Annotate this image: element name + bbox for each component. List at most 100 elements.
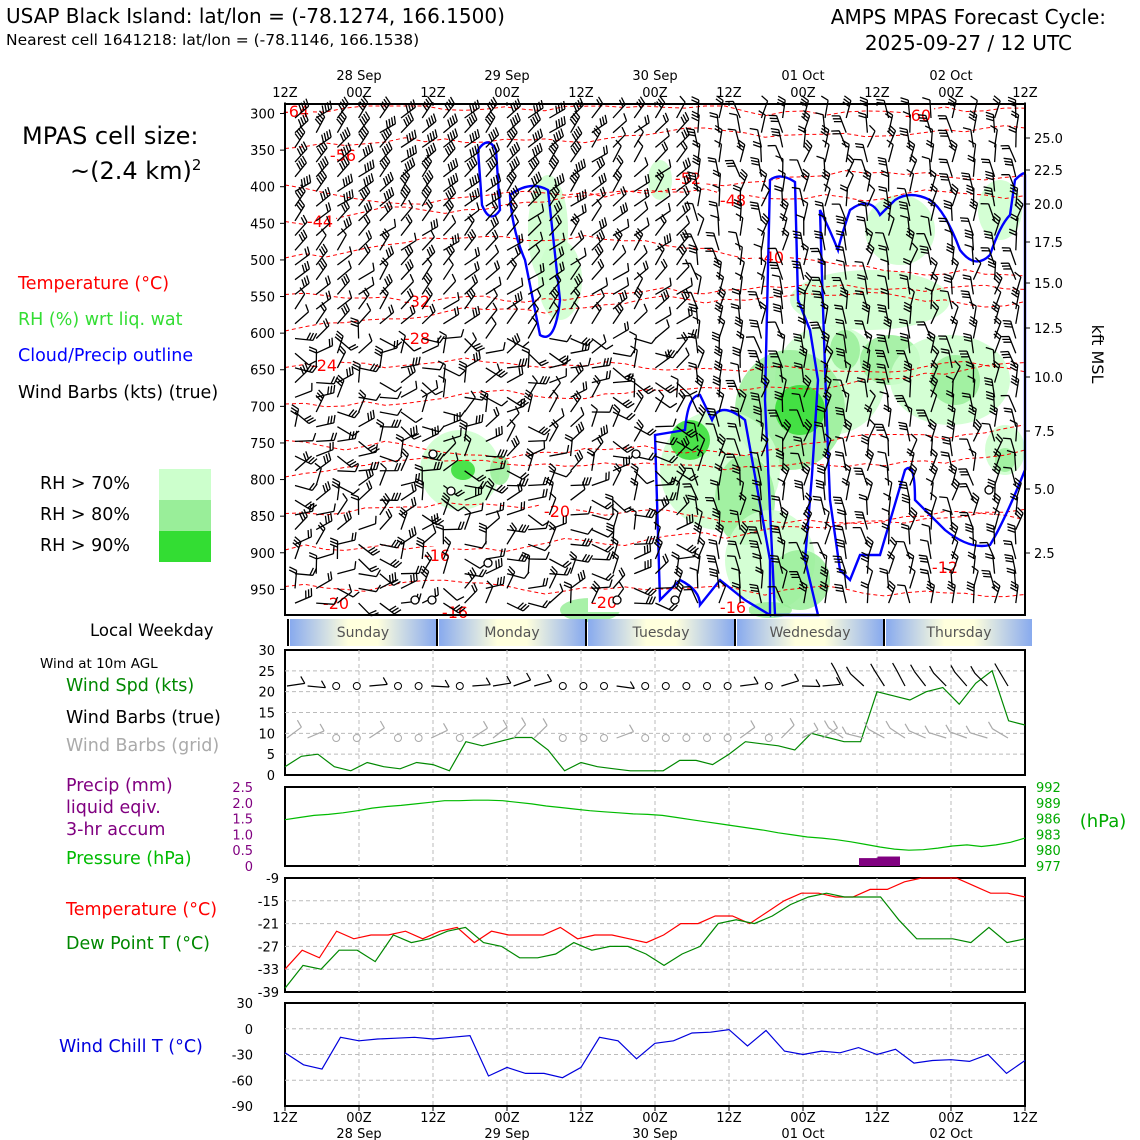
wind-barb — [548, 154, 560, 178]
wind-barb — [769, 554, 784, 574]
wind-barb — [443, 602, 466, 614]
wind-barb — [464, 485, 483, 501]
wind-barb — [294, 214, 308, 237]
wind-barb — [1000, 144, 1017, 163]
wind-speed-tick: 30 — [258, 644, 275, 659]
calm-circle-10m — [764, 682, 773, 690]
wind-barb — [528, 600, 551, 609]
wind-barb — [790, 452, 805, 471]
wind-barb — [612, 321, 630, 340]
wind-barb — [442, 243, 455, 266]
wind-barb — [549, 368, 567, 384]
temp-tick: -15 — [258, 895, 279, 910]
bottom-date-label: 02 Oct — [929, 1127, 972, 1140]
wind-barb-10m — [534, 673, 553, 687]
wind-barb — [737, 257, 745, 280]
wind-barb — [906, 139, 916, 163]
wind-barb — [591, 579, 613, 590]
wind-barb — [919, 568, 932, 589]
wind-barb — [506, 333, 521, 354]
wind-barb — [464, 305, 481, 325]
wind-barb — [1008, 125, 1017, 148]
wind-barb — [795, 214, 805, 236]
top-tick-label: 12Z — [420, 86, 446, 101]
wind-barb — [886, 580, 896, 604]
wind-barb — [1003, 157, 1017, 177]
wind-barb — [909, 154, 918, 178]
temperature-contour-line — [284, 125, 1026, 149]
wind-barb — [464, 582, 478, 604]
wind-barb — [612, 277, 630, 295]
wind-barb — [865, 242, 875, 266]
wind-barb — [759, 168, 768, 192]
wind-barb — [358, 302, 372, 325]
bottom-tick-label: 12Z — [864, 1111, 890, 1126]
wind-barb — [835, 230, 847, 251]
wind-barb — [938, 335, 953, 354]
wind-barb — [442, 113, 458, 134]
wind-barb — [421, 96, 433, 119]
wind-barb — [1004, 554, 1017, 574]
wind-barb — [772, 288, 784, 310]
temp-label-bg — [320, 595, 352, 613]
wind-barb — [949, 315, 959, 339]
wind-barb — [962, 127, 975, 148]
wind-barb — [791, 186, 805, 207]
wind-barb-grid — [430, 723, 449, 739]
wind-barb — [835, 318, 847, 339]
wind-barb — [315, 512, 333, 531]
temperature-contour-line — [284, 291, 1026, 332]
pressure-unit: (hPa) — [1080, 811, 1127, 832]
wind-barb — [591, 186, 607, 207]
wind-barb — [358, 515, 377, 531]
wind-barb — [400, 144, 418, 163]
wind-barb — [729, 112, 741, 133]
wind-barb — [570, 140, 582, 163]
wind-barb — [336, 96, 349, 119]
wind-barb — [984, 552, 996, 574]
temperature-contour-line — [284, 357, 1026, 373]
calm-circle-10m — [455, 682, 464, 690]
wind-barb — [443, 306, 460, 325]
wind-barb — [980, 247, 996, 266]
wind-barb — [294, 382, 313, 398]
wind-barb — [950, 257, 960, 280]
wind-barb — [379, 228, 390, 251]
wind-barb — [379, 408, 403, 417]
wind-barb — [336, 493, 348, 516]
wind-barb — [749, 127, 763, 148]
wind-barb — [767, 144, 784, 163]
wind-barb — [422, 452, 445, 462]
wind-barb — [400, 448, 409, 472]
wind-barb — [485, 425, 503, 442]
wind-barb — [549, 470, 573, 478]
wind-barb — [612, 218, 630, 237]
wind-barb — [358, 543, 381, 556]
wind-barb — [464, 480, 488, 490]
wind-barb — [485, 287, 498, 310]
wind-barb-10m — [740, 676, 759, 687]
wind-barb — [767, 409, 784, 427]
wind-barb — [357, 95, 369, 119]
wind-barb — [358, 444, 378, 457]
wind-barb — [506, 214, 520, 237]
wind-barb — [421, 113, 437, 134]
wind-barb — [633, 543, 652, 560]
wind-barb — [992, 359, 1001, 383]
wind-barb — [991, 212, 1001, 236]
wind-barb — [755, 360, 764, 383]
wind-barb — [961, 172, 975, 192]
wind-barb — [835, 259, 847, 280]
wind-barb — [819, 551, 828, 574]
wind-barb — [654, 258, 668, 281]
calm-circle-grid — [641, 734, 650, 742]
wind-barb — [464, 228, 477, 251]
height-axis-title: kft MSL — [1088, 325, 1107, 384]
wind-barb-10m — [431, 679, 450, 688]
wind-barb — [548, 139, 559, 163]
wind-barb — [858, 493, 869, 515]
wind-barb — [676, 140, 688, 163]
wind-barb — [358, 480, 373, 501]
wind-barb — [570, 213, 580, 236]
wind-barb — [438, 375, 447, 398]
